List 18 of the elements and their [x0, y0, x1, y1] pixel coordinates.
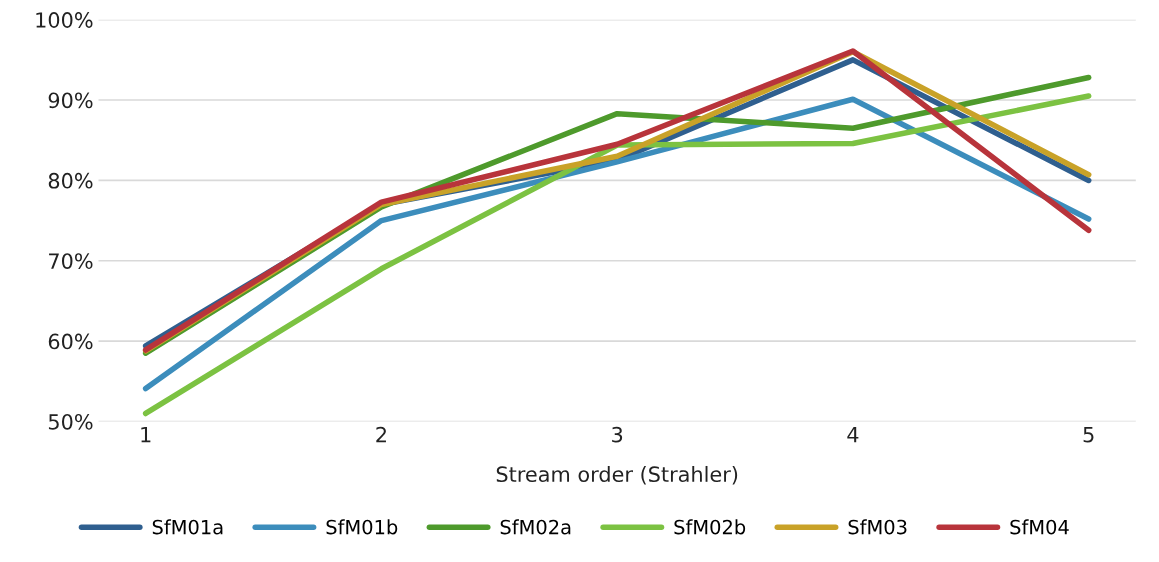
- legend-label: SfM04: [1010, 519, 1069, 535]
- legend-label: SfM02a: [500, 519, 571, 535]
- x-tick-label: 2: [376, 426, 386, 443]
- x-axis-title: Stream order (Strahler): [496, 465, 738, 485]
- y-tick-label: 100%: [36, 12, 93, 28]
- legend-label: SfM01b: [326, 519, 398, 535]
- legend-label: SfM01a: [152, 519, 223, 535]
- legend-label: SfM03: [848, 519, 907, 535]
- x-tick-label: 5: [1083, 427, 1094, 443]
- y-tick-label: 50%: [48, 413, 93, 430]
- y-tick-label: 90%: [48, 92, 93, 109]
- x-tick-label: 4: [847, 427, 859, 443]
- y-tick-label: 80%: [48, 172, 93, 189]
- x-tick-label: 1: [141, 427, 151, 443]
- y-tick-label: 60%: [48, 333, 93, 350]
- legend-label: SfM02b: [674, 519, 746, 535]
- y-tick-label: 70%: [49, 253, 93, 269]
- x-tick-label: 3: [612, 426, 623, 443]
